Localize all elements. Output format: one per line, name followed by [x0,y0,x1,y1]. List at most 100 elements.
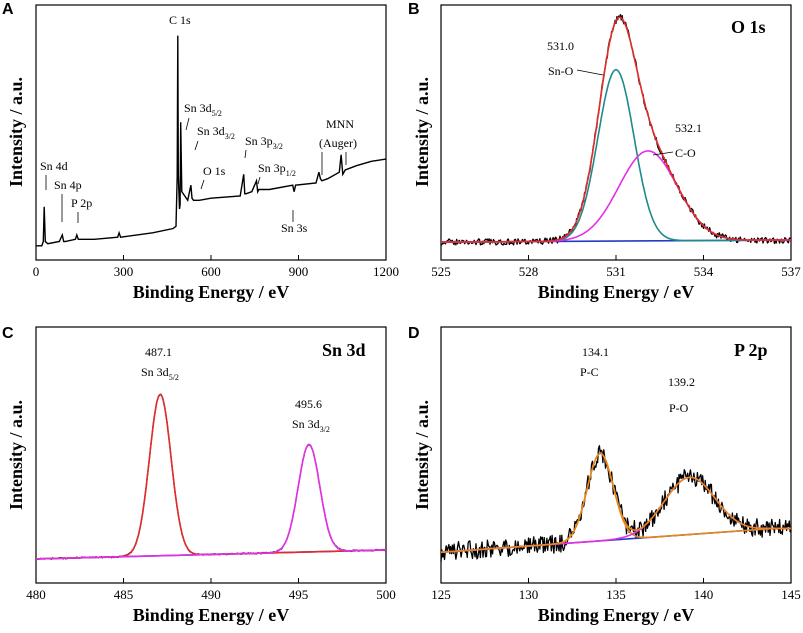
panel-c-xticks: 480 485 490 495 500 [26,578,396,602]
xtick-label: 1200 [373,264,399,279]
label-sn3d52-sub: 5/2 [212,109,222,118]
arrow-b-co [652,151,674,156]
panel-c-letter: C [2,325,14,342]
panel-a-ylabel: Intensity / a.u. [6,77,26,187]
xtick-label: 534 [694,264,714,279]
xtick-label: 500 [376,587,396,602]
panel-c: C 480 485 490 495 500 Sn 3d Binding Energy /… [2,325,396,625]
xtick-label: 531 [606,264,626,279]
panel-c-title: Sn 3d [322,340,366,360]
label-c1s: C 1s [169,13,191,27]
arrow-sn3p32 [244,149,247,159]
xtick-label: 0 [33,264,40,279]
panel-d: D 125 130 135 140 145 P 2p Binding Energy / … [408,325,801,625]
label-sn3p32-sub: 3/2 [273,142,283,151]
label-b-v2: 532.1 [675,121,702,135]
label-c-v2: 495.6 [295,397,322,411]
series-line-survey [36,35,387,247]
label-d-v2: 139.2 [668,375,695,389]
xtick-label: 135 [606,587,626,602]
panel-b-title: O 1s [731,17,766,37]
series-line-measured [440,445,792,562]
panel-d-title: P 2p [734,340,768,360]
series-line-p-c [440,452,791,554]
series-line-c-o [441,150,791,243]
label-c-v1: 487.1 [145,345,172,359]
series-line-envelope [441,16,791,243]
panel-c-xlabel: Binding Energy / eV [133,605,290,625]
panel-b-letter: B [408,1,420,18]
label-d-n1: P-C [580,365,599,379]
xtick-label: 525 [431,264,451,279]
label-c-n1-text: Sn 3d [141,365,169,379]
label-c-n1-sub: 5/2 [169,373,179,382]
series-line-sn-o [441,68,791,243]
label-sn3p12-text: Sn 3p [258,161,286,175]
panel-b-series [440,13,792,246]
xtick-label: 600 [201,264,221,279]
xtick-label: 130 [519,587,539,602]
panel-a-xticks: 0 300 600 900 1200 [33,255,399,279]
label-sn3s: Sn 3s [281,221,308,235]
panel-b: B 525 528 531 534 537 O 1s Binding Energy / … [408,1,801,302]
label-b-n2: C-O [675,146,696,160]
panel-c-series [35,393,387,561]
series-line-sn-3d3-2 [36,443,386,560]
panel-a-xlabel: Binding Energy / eV [133,282,290,302]
label-o1s: O 1s [203,164,226,178]
label-d-v1: 134.1 [582,345,609,359]
xtick-label: 125 [431,587,451,602]
label-sn3d32-text: Sn 3d [197,124,225,138]
panel-a-letter: A [2,1,14,18]
panel-c-ylabel: Intensity / a.u. [6,400,26,510]
label-sn3p12-sub: 1/2 [286,169,296,178]
panel-b-frame [440,4,792,261]
label-c-n2-sub: 3/2 [320,425,330,434]
xtick-label: 140 [694,587,714,602]
label-mnn: MNN [326,117,354,131]
panel-a: A 0 300 600 900 1200 Binding Energy / eV Int… [2,1,399,302]
xtick-label: 495 [289,587,309,602]
series-line-sn-3d5-2 [36,393,386,560]
label-sn3p32: Sn 3p3/2 [245,134,283,151]
panel-b-xlabel: Binding Energy / eV [538,282,695,302]
label-d-n2: P-O [669,401,689,415]
arrow-b-sno [576,69,604,76]
xtick-label: 537 [781,264,801,279]
label-sn4p: Sn 4p [54,178,82,192]
panel-b-xticks: 525 528 531 534 537 [431,255,801,279]
panel-d-xlabel: Binding Energy / eV [538,605,695,625]
label-auger: (Auger) [319,136,357,150]
label-b-n1: Sn-O [548,64,574,78]
xtick-label: 485 [114,587,134,602]
panel-a-series [36,35,387,247]
xtick-label: 528 [519,264,539,279]
label-sn3p32-text: Sn 3p [245,134,273,148]
label-sn3d52-text: Sn 3d [184,101,212,115]
xtick-label: 300 [114,264,134,279]
label-b-v1: 531.0 [547,39,574,53]
xtick-label: 145 [781,587,801,602]
panel-d-letter: D [408,325,420,342]
panel-d-ylabel: Intensity / a.u. [412,400,432,510]
series-line-measured [440,13,792,246]
arrow-sn3d52 [185,117,190,131]
arrow-sn3d32 [194,140,199,151]
label-c-n2-text: Sn 3d [292,417,320,431]
label-p2p: P 2p [71,196,92,210]
panel-b-ylabel: Intensity / a.u. [412,77,432,187]
label-sn3d32-sub: 3/2 [225,132,235,141]
label-sn3d52: Sn 3d5/2 [184,101,222,118]
xtick-label: 490 [201,587,221,602]
label-c-n2: Sn 3d3/2 [292,417,330,434]
xtick-label: 480 [26,587,46,602]
arrow-sn3p12 [257,176,261,185]
label-sn4d: Sn 4d [40,159,68,173]
panel-c-frame [35,326,387,584]
series-line-envelope [440,452,791,554]
series-line-measured [35,393,387,561]
label-sn3p12: Sn 3p1/2 [258,161,296,178]
panel-d-xticks: 125 130 135 140 145 [431,578,801,602]
panel-d-series [440,445,792,562]
